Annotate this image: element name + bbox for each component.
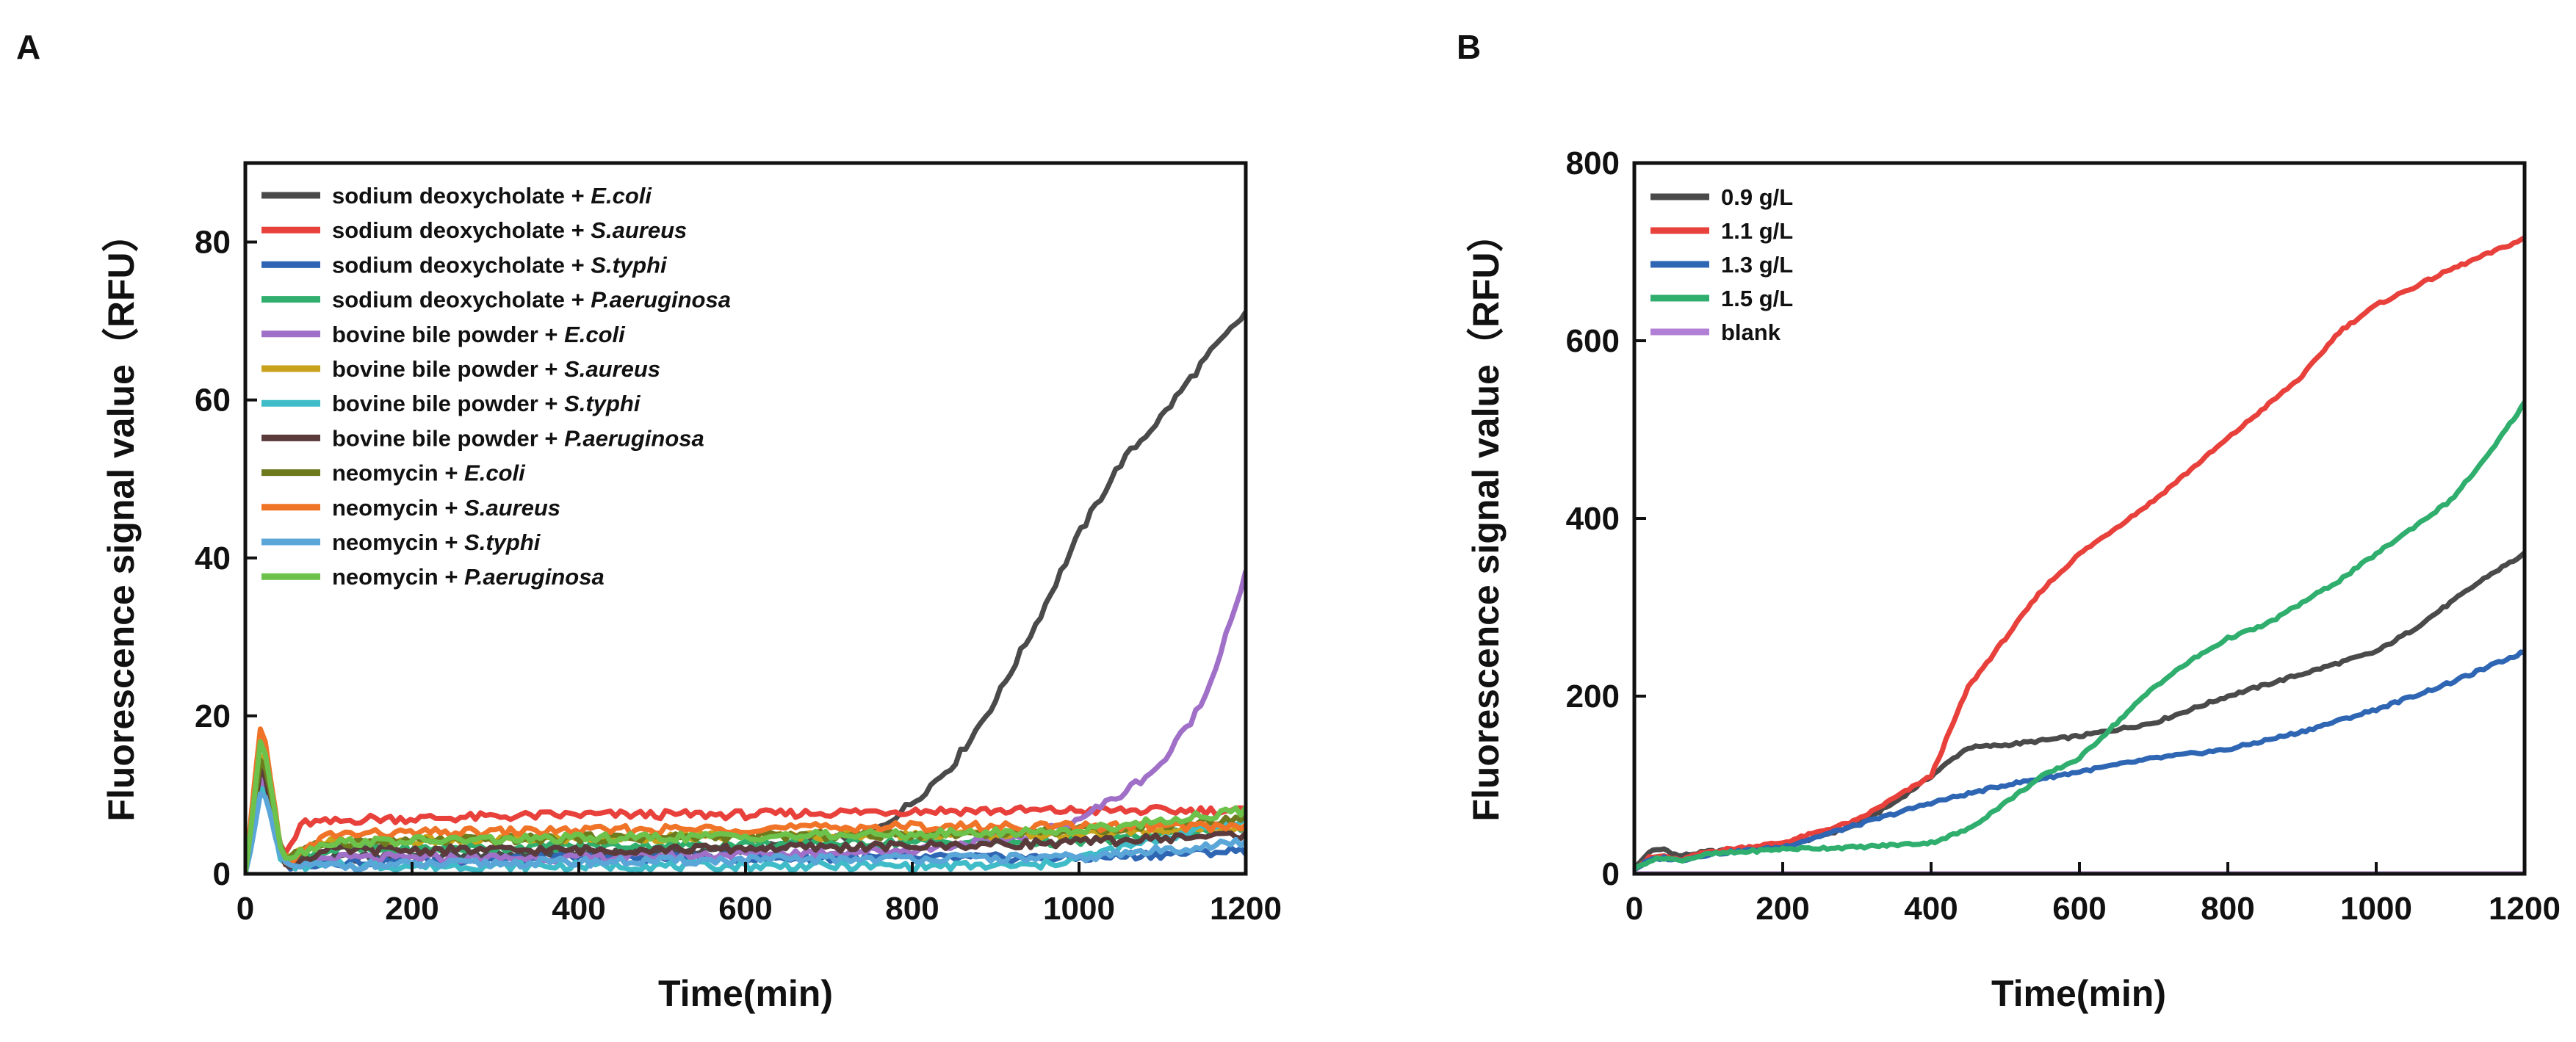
y-tick-label: 400 [1566, 501, 1620, 537]
y-tick-label: 80 [195, 225, 231, 261]
legend-species: P.aeruginosa [564, 425, 704, 451]
panel-a-label: A [16, 28, 40, 66]
x-tick-label: 1000 [1043, 891, 1115, 927]
legend-entry: 1.3 g/L [1721, 252, 1793, 278]
x-tick-label: 200 [385, 891, 439, 927]
legend-prefix: sodium deoxycholate + [332, 252, 591, 278]
x-tick-label: 400 [1904, 891, 1958, 927]
y-tick-label: 60 [195, 383, 231, 419]
y-tick-label: 20 [195, 698, 231, 734]
y-tick-label: 800 [1566, 145, 1620, 181]
legend-species: E.coli [464, 460, 526, 486]
legend-entry: 1.5 g/L [1721, 286, 1793, 311]
series-line-8 [245, 767, 1246, 874]
legend-prefix: neomycin + [332, 529, 464, 555]
legend-species: S.typhi [591, 252, 668, 278]
legend-prefix: bovine bile powder + [332, 356, 564, 382]
panel-a-y-ticks: 0 20 40 60 80 [195, 225, 257, 892]
panel-a-x-ticks: 0 200 400 600 800 1000 1200 [237, 862, 1282, 927]
legend-prefix: bovine bile powder + [332, 425, 564, 451]
y-tick-label: 600 [1566, 323, 1620, 359]
y-tick-label: 0 [213, 856, 231, 892]
legend-prefix: bovine bile powder + [332, 322, 564, 347]
panel-b-plot-area [1634, 235, 2525, 874]
legend-species: P.aeruginosa [591, 287, 731, 313]
panel-b: B 0 200 400 600 800 1000 1200 0 200 400 600 800 Ti… [1457, 28, 2561, 1014]
legend-entry: neomycin + S.aureus [332, 495, 560, 521]
x-tick-label: 1200 [1210, 891, 1282, 927]
legend-prefix: neomycin + [332, 564, 464, 590]
x-tick-label: 1000 [2340, 891, 2412, 927]
x-tick-label: 0 [237, 891, 254, 927]
legend-entry: sodium deoxycholate + P.aeruginosa [332, 287, 731, 313]
legend-entry: sodium deoxycholate + S.typhi [332, 252, 668, 278]
legend-entry: 1.1 g/L [1721, 218, 1793, 244]
x-tick-label: 800 [2201, 891, 2254, 927]
panel-a-x-axis-label: Time(min) [658, 973, 833, 1014]
panel-b-y-ticks: 0 200 400 600 800 [1566, 145, 1646, 892]
legend-species: S.typhi [564, 391, 641, 416]
x-tick-label: 200 [1756, 891, 1809, 927]
panel-b-x-ticks: 0 200 400 600 800 1000 1200 [1626, 862, 2561, 927]
panel-b-y-axis-label: Fluorescence signal value（RFU） [1465, 215, 1507, 821]
panel-a: A 0 200 400 600 800 1000 1200 0 20 40 60 80 Time(m… [16, 28, 1282, 1014]
legend-entry: neomycin + S.typhi [332, 529, 541, 555]
panel-a-y-axis-label: Fluorescence signal value（RFU） [101, 215, 142, 821]
legend-entry: neomycin + P.aeruginosa [332, 564, 605, 590]
legend-species: E.coli [564, 322, 626, 347]
series-line-2 [1634, 235, 2525, 872]
series-line-5 [245, 570, 1246, 874]
legend-prefix: neomycin + [332, 460, 464, 486]
legend-prefix: neomycin + [332, 495, 464, 521]
legend-species: P.aeruginosa [464, 564, 605, 590]
series-line-1 [1634, 550, 2525, 872]
legend-prefix: bovine bile powder + [332, 391, 564, 416]
legend-entry: bovine bile powder + E.coli [332, 322, 626, 347]
legend-entry: blank [1721, 319, 1781, 345]
x-tick-label: 600 [718, 891, 772, 927]
legend-entry: sodium deoxycholate + E.coli [332, 183, 652, 209]
legend-species: S.aureus [591, 217, 687, 243]
legend-prefix: sodium deoxycholate + [332, 217, 591, 243]
x-tick-label: 0 [1626, 891, 1643, 927]
legend-entry: bovine bile powder + S.aureus [332, 356, 660, 382]
legend-entry: bovine bile powder + P.aeruginosa [332, 425, 704, 451]
legend-entry: 0.9 g/L [1721, 184, 1793, 210]
y-tick-label: 40 [195, 540, 231, 576]
panel-b-x-axis-label: Time(min) [1991, 973, 2166, 1014]
legend-entry: bovine bile powder + S.typhi [332, 391, 641, 416]
y-tick-label: 200 [1566, 679, 1620, 714]
legend-prefix: sodium deoxycholate + [332, 183, 591, 209]
x-tick-label: 800 [885, 891, 939, 927]
legend-entry: neomycin + E.coli [332, 460, 526, 486]
x-tick-label: 1200 [2489, 891, 2561, 927]
panel-b-label: B [1457, 28, 1481, 66]
legend-species: S.aureus [464, 495, 560, 521]
legend-species: S.typhi [464, 529, 541, 555]
series-line-10 [245, 726, 1246, 874]
y-tick-label: 0 [1602, 856, 1620, 892]
series-line-12 [245, 739, 1246, 874]
legend-entry: sodium deoxycholate + S.aureus [332, 217, 687, 243]
legend-prefix: sodium deoxycholate + [332, 287, 591, 313]
panel-b-legend: 0.9 g/L 1.1 g/L 1.3 g/L 1.5 g/L blank [1650, 184, 1793, 345]
x-tick-label: 600 [2052, 891, 2106, 927]
legend-species: S.aureus [564, 356, 660, 382]
x-tick-label: 400 [552, 891, 605, 927]
legend-species: E.coli [591, 183, 652, 209]
series-line-4 [1634, 400, 2525, 872]
series-line-2 [245, 759, 1246, 874]
